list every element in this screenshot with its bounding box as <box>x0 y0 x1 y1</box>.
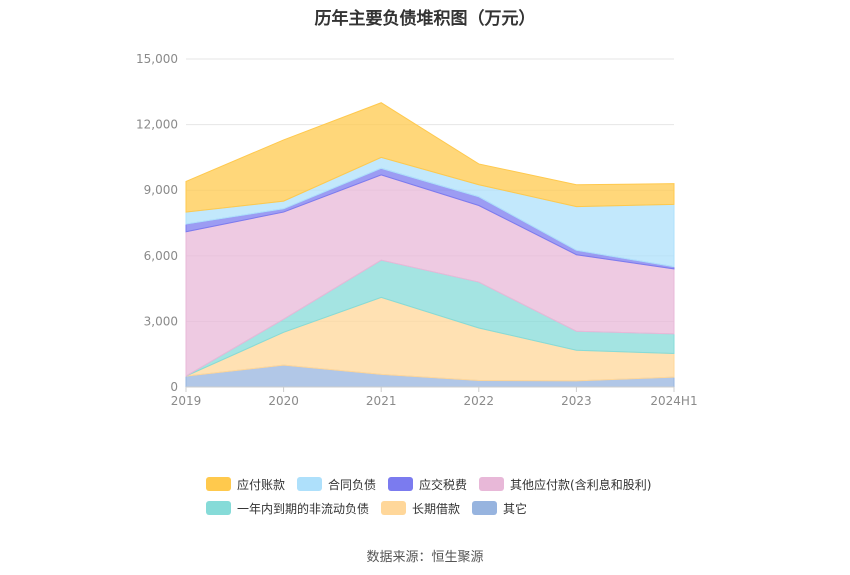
x-tick-label: 2022 <box>464 394 495 408</box>
legend-swatch <box>381 501 407 515</box>
y-tick-label: 0 <box>170 380 178 394</box>
legend-item[interactable]: 合同负债 <box>297 473 376 495</box>
legend-swatch <box>388 477 414 491</box>
legend-item[interactable]: 其它 <box>472 497 527 519</box>
axes: 0 3,000 6,000 9,000 12,000 15,000 2019 2020 2021… <box>136 52 698 408</box>
legend-label: 其他应付款(含利息和股利) <box>510 477 652 492</box>
legend-swatch <box>479 477 505 491</box>
legend-swatch <box>297 477 323 491</box>
legend: 应付账款 合同负债 应交税费 其他应付款(含利息和股利) 一年内到期的非流动负债 长期借款… <box>206 473 706 521</box>
legend-label: 合同负债 <box>328 477 377 492</box>
legend-item[interactable]: 其他应付款(含利息和股利) <box>479 473 651 495</box>
legend-item[interactable]: 应交税费 <box>388 473 467 495</box>
legend-row: 应付账款 合同负债 应交税费 其他应付款(含利息和股利) <box>206 473 706 495</box>
legend-label: 一年内到期的非流动负债 <box>237 501 370 516</box>
chart-title: 历年主要负债堆积图（万元） <box>314 9 536 29</box>
legend-label: 应交税费 <box>419 477 468 492</box>
area-series-应付账款 <box>185 102 675 213</box>
legend-label: 长期借款 <box>412 501 461 516</box>
y-tick-label: 15,000 <box>136 52 178 66</box>
y-tick-label: 9,000 <box>144 183 178 197</box>
x-tick-label: 2024H1 <box>650 394 697 408</box>
x-tick-label: 2020 <box>268 394 299 408</box>
y-tick-label: 12,000 <box>136 118 178 132</box>
legend-item[interactable]: 长期借款 <box>381 497 460 519</box>
legend-item[interactable]: 应付账款 <box>206 473 285 495</box>
legend-swatch <box>472 501 498 515</box>
x-tick-label: 2019 <box>171 394 202 408</box>
legend-label: 应付账款 <box>237 477 286 492</box>
x-tick-label: 2021 <box>366 394 397 408</box>
legend-item[interactable]: 一年内到期的非流动负债 <box>206 497 369 519</box>
legend-label: 其它 <box>503 501 528 516</box>
y-tick-label: 3,000 <box>144 314 178 328</box>
area-series <box>185 102 675 388</box>
data-source: 数据来源：恒生聚源 <box>366 550 484 565</box>
legend-swatch <box>206 477 231 491</box>
y-tick-label: 6,000 <box>144 249 178 263</box>
legend-row: 一年内到期的非流动负债 长期借款 其它 <box>206 497 706 519</box>
x-tick-label: 2023 <box>561 394 592 408</box>
legend-swatch <box>206 501 231 515</box>
